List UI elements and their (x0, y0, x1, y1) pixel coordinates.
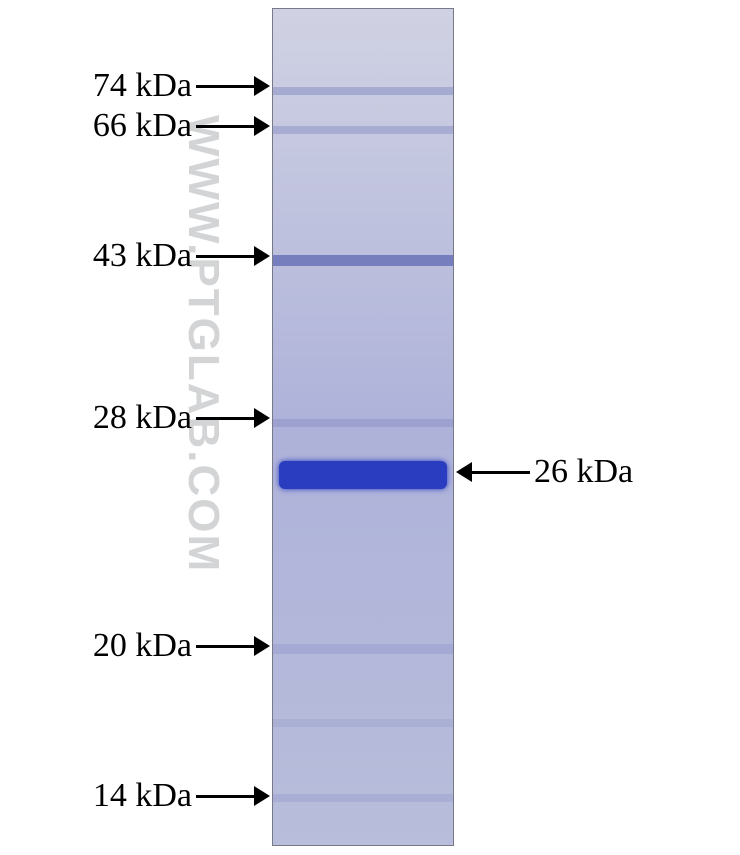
marker-label-text: 43 kDa (93, 237, 192, 275)
protein-band (273, 794, 453, 802)
protein-band (273, 87, 453, 95)
watermark-text: WWW.PTGLAB.COM (178, 115, 228, 573)
marker-label-text: 74 kDa (93, 67, 192, 105)
protein-band (273, 719, 453, 727)
marker-label-text: 14 kDa (93, 777, 192, 815)
protein-band (273, 126, 453, 134)
arrow-right-icon (196, 636, 270, 656)
molecular-weight-marker: 66 kDa (93, 107, 270, 145)
marker-label-text: 66 kDa (93, 107, 192, 145)
protein-band (273, 419, 453, 427)
molecular-weight-marker: 14 kDa (93, 777, 270, 815)
arrow-right-icon (196, 76, 270, 96)
molecular-weight-marker: 43 kDa (93, 237, 270, 275)
protein-band (273, 255, 453, 266)
marker-label-text: 20 kDa (93, 627, 192, 665)
molecular-weight-marker: 74 kDa (93, 67, 270, 105)
target-band-marker: 26 kDa (456, 453, 633, 491)
arrow-right-icon (196, 408, 270, 428)
gel-lane (272, 8, 454, 846)
arrow-right-icon (196, 116, 270, 136)
arrow-left-icon (456, 462, 530, 482)
gel-image-container: WWW.PTGLAB.COM 74 kDa66 kDa 43 kDa 28 kDa 2… (0, 0, 740, 855)
marker-label-text: 28 kDa (93, 399, 192, 437)
protein-band (279, 461, 447, 489)
arrow-right-icon (196, 786, 270, 806)
molecular-weight-marker: 20 kDa (93, 627, 270, 665)
molecular-weight-marker: 28 kDa (93, 399, 270, 437)
protein-band (273, 644, 453, 654)
arrow-right-icon (196, 246, 270, 266)
marker-label-text: 26 kDa (534, 453, 633, 491)
